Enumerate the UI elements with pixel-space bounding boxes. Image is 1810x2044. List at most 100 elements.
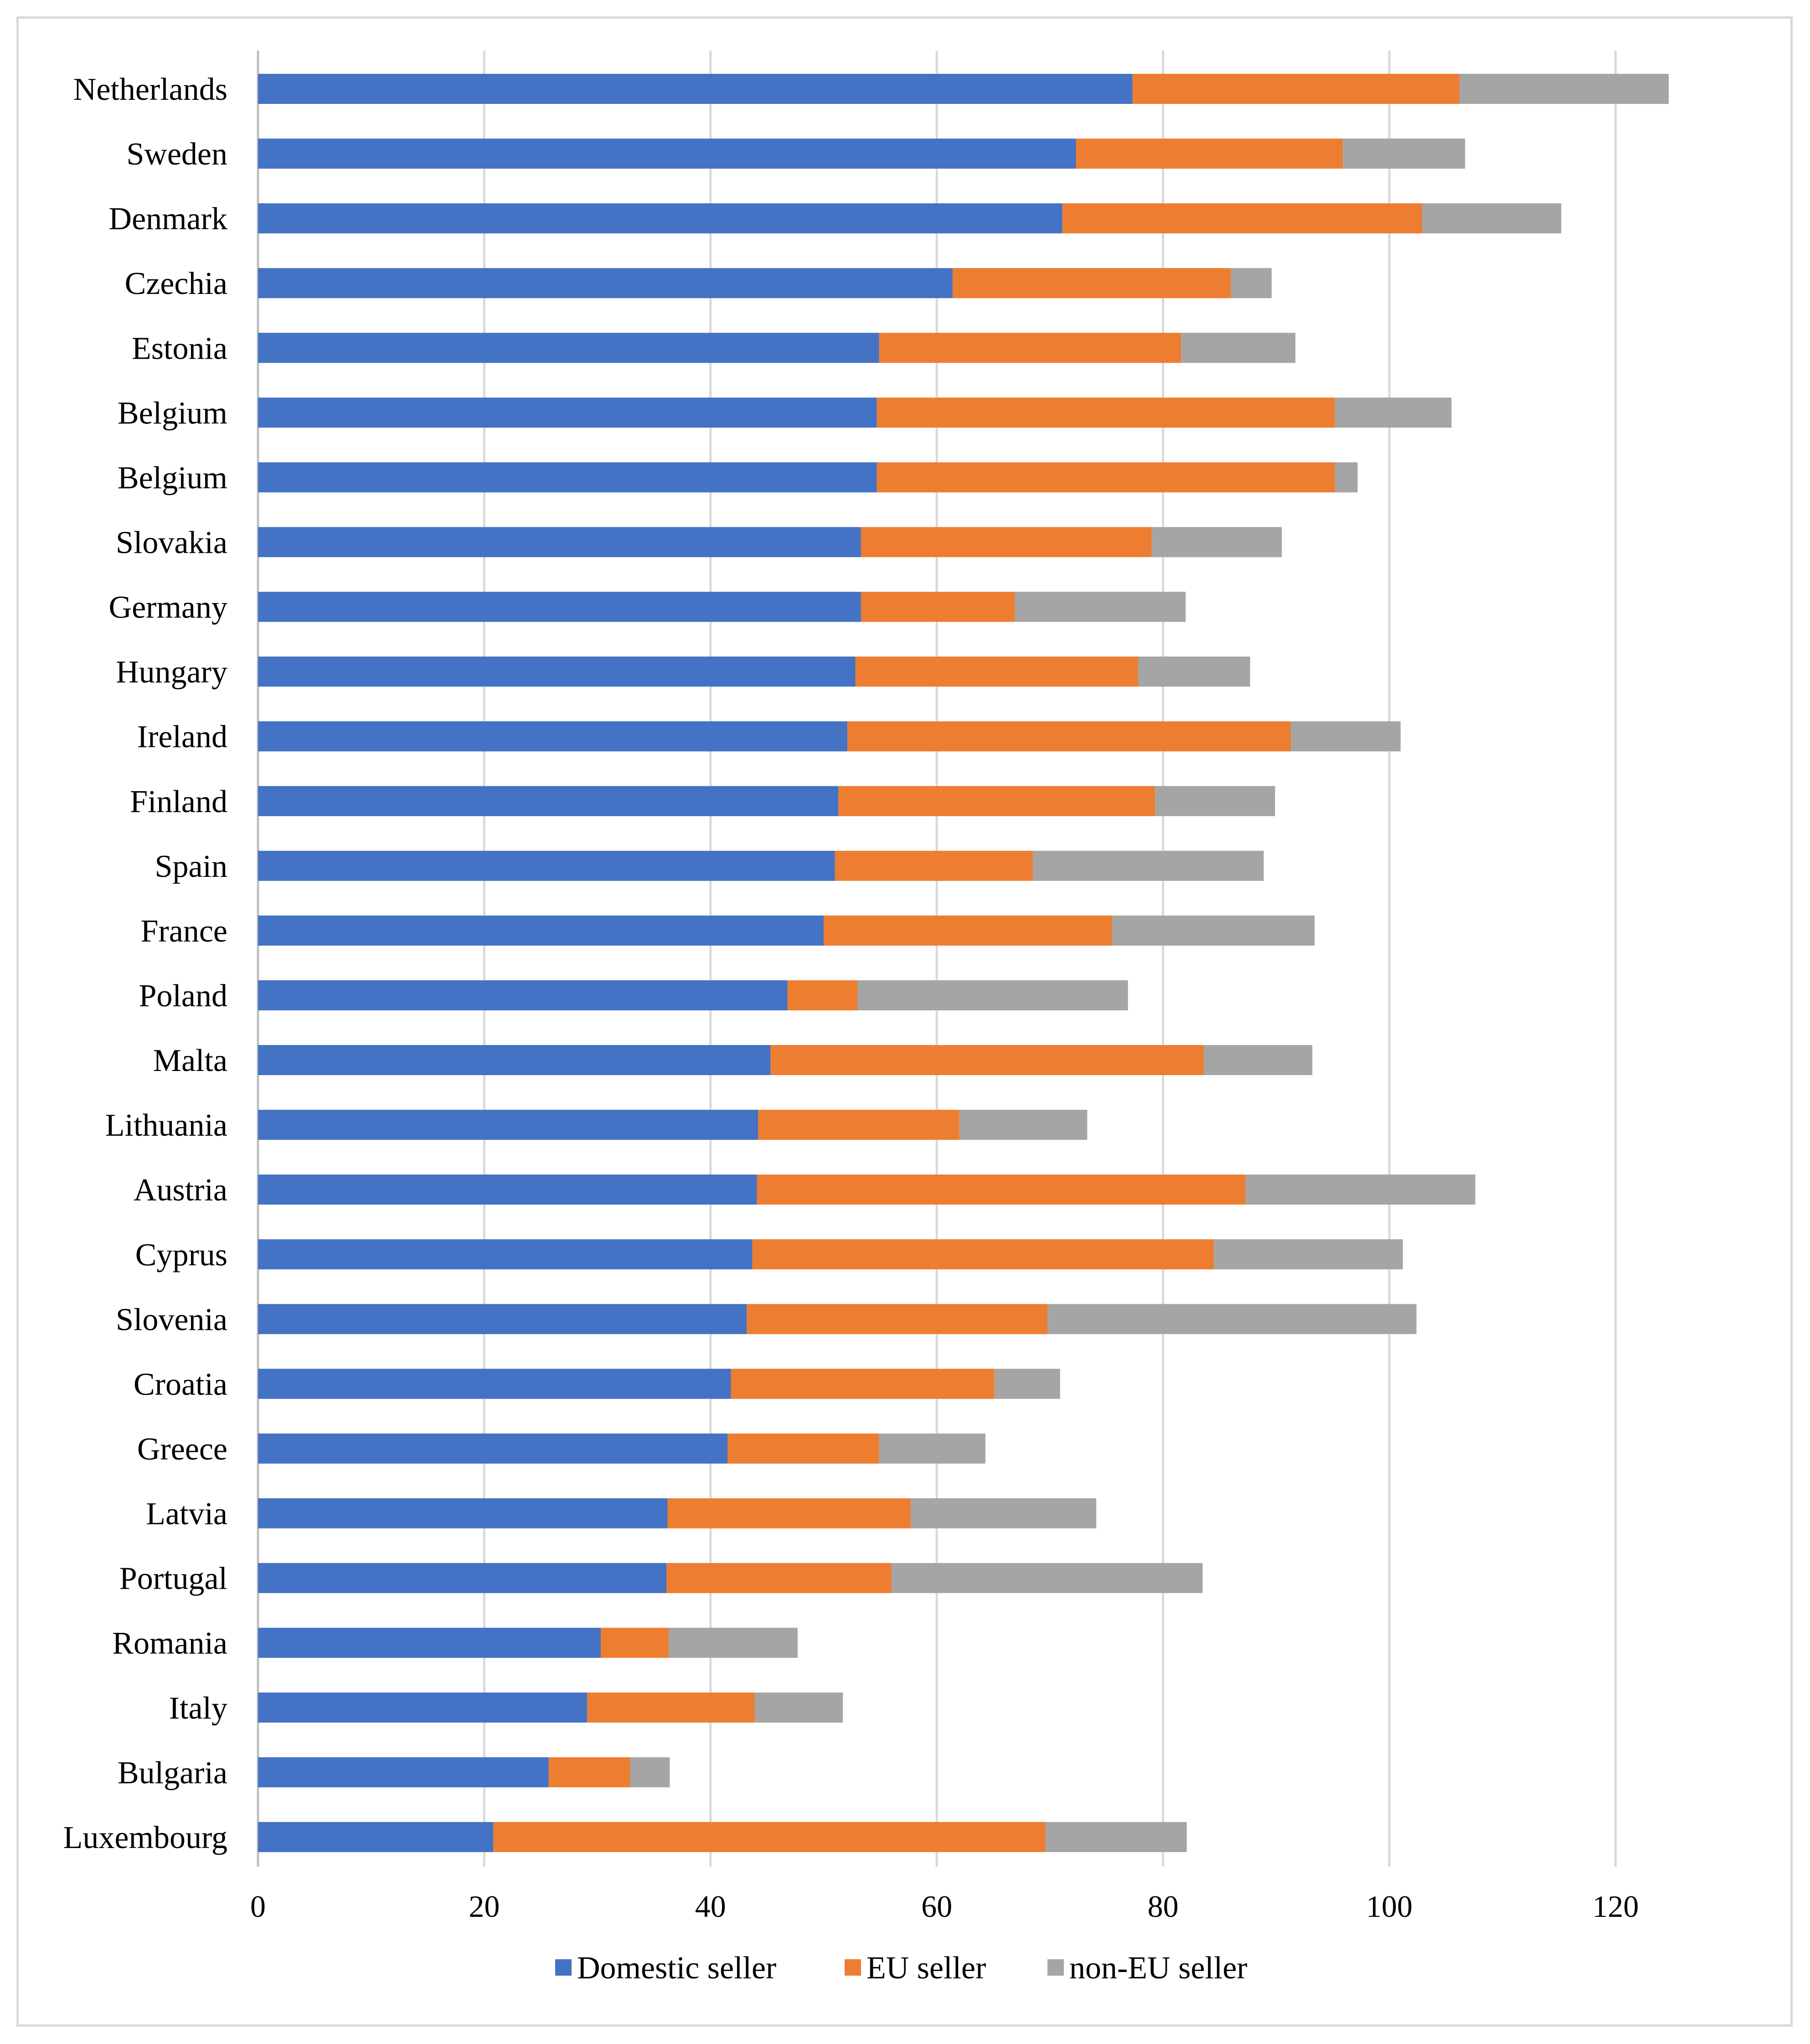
category-label: Netherlands bbox=[73, 72, 227, 107]
legend-swatch-eu-seller bbox=[845, 1959, 861, 1976]
bar-belgium-non-eu-seller bbox=[1335, 462, 1358, 493]
bar-slovakia-domestic-seller bbox=[258, 527, 861, 557]
bar-ireland-domestic-seller bbox=[258, 721, 848, 752]
bar-luxembourg-domestic-seller bbox=[258, 1822, 494, 1852]
bar-cyprus-domestic-seller bbox=[258, 1239, 753, 1270]
category-label: Luxembourg bbox=[63, 1820, 227, 1855]
bar-poland-non-eu-seller bbox=[857, 980, 1128, 1010]
bar-spain-non-eu-seller bbox=[1033, 850, 1264, 881]
bar-finland-eu-seller bbox=[838, 786, 1155, 816]
bar-italy-non-eu-seller bbox=[754, 1692, 843, 1723]
x-tick-label-60: 60 bbox=[921, 1889, 952, 1924]
bar-germany-non-eu-seller bbox=[1015, 592, 1186, 622]
category-label: France bbox=[141, 914, 227, 949]
bar-france-non-eu-seller bbox=[1112, 915, 1315, 946]
category-label: Slovakia bbox=[116, 525, 227, 560]
bar-austria-non-eu-seller bbox=[1245, 1174, 1475, 1205]
bar-luxembourg-non-eu-seller bbox=[1045, 1822, 1187, 1852]
x-tick-label-40: 40 bbox=[695, 1889, 726, 1924]
bar-belgium-domestic-seller bbox=[258, 397, 877, 428]
bar-spain-domestic-seller bbox=[258, 850, 835, 881]
category-label: Portugal bbox=[119, 1561, 227, 1596]
bar-germany-eu-seller bbox=[861, 592, 1015, 622]
category-label: Finland bbox=[130, 784, 227, 819]
category-label: Belgium bbox=[118, 460, 227, 495]
bar-croatia-non-eu-seller bbox=[994, 1369, 1060, 1399]
bar-estonia-domestic-seller bbox=[258, 333, 879, 363]
legend-label-non-eu-seller: non-EU seller bbox=[1069, 1951, 1248, 1986]
category-label: Poland bbox=[139, 978, 227, 1014]
bar-czechia-eu-seller bbox=[952, 268, 1231, 299]
bar-slovenia-non-eu-seller bbox=[1047, 1304, 1417, 1334]
bar-sweden-domestic-seller bbox=[258, 139, 1076, 169]
bar-spain-eu-seller bbox=[835, 850, 1033, 881]
bar-romania-non-eu-seller bbox=[668, 1627, 798, 1658]
chart-frame: Netherlands Sweden Denmark Czechia Estonia Be… bbox=[16, 16, 1793, 2027]
bar-denmark-eu-seller bbox=[1062, 203, 1422, 234]
category-label: Denmark bbox=[109, 201, 227, 237]
bar-sweden-non-eu-seller bbox=[1343, 139, 1465, 169]
bars bbox=[258, 74, 1669, 1852]
category-label: Greece bbox=[137, 1431, 227, 1467]
category-label: Hungary bbox=[116, 655, 227, 690]
stacked-bar-chart: Netherlands Sweden Denmark Czechia Estonia Be… bbox=[63, 51, 1669, 1986]
legend-swatch-domestic-seller bbox=[555, 1959, 572, 1976]
x-tick-label-0: 0 bbox=[250, 1889, 266, 1924]
bar-finland-non-eu-seller bbox=[1155, 786, 1275, 816]
bar-belgium-eu-seller bbox=[877, 397, 1335, 428]
category-label: Ireland bbox=[137, 720, 227, 755]
bar-cyprus-non-eu-seller bbox=[1214, 1239, 1403, 1270]
bar-latvia-non-eu-seller bbox=[911, 1498, 1097, 1529]
bar-france-domestic-seller bbox=[258, 915, 824, 946]
category-label: Malta bbox=[153, 1043, 227, 1078]
bar-slovenia-eu-seller bbox=[747, 1304, 1048, 1334]
bar-hungary-domestic-seller bbox=[258, 656, 856, 687]
bar-italy-eu-seller bbox=[587, 1692, 755, 1723]
category-label: Cyprus bbox=[135, 1237, 227, 1272]
bar-denmark-domestic-seller bbox=[258, 203, 1062, 234]
bar-slovakia-non-eu-seller bbox=[1151, 527, 1282, 557]
bar-portugal-non-eu-seller bbox=[891, 1563, 1203, 1593]
bar-bulgaria-eu-seller bbox=[548, 1757, 630, 1787]
bar-latvia-eu-seller bbox=[667, 1498, 911, 1529]
bar-hungary-non-eu-seller bbox=[1138, 656, 1250, 687]
category-label: Lithuania bbox=[105, 1108, 227, 1143]
bar-netherlands-eu-seller bbox=[1132, 74, 1459, 104]
bar-slovakia-eu-seller bbox=[861, 527, 1152, 557]
bar-austria-domestic-seller bbox=[258, 1174, 757, 1205]
bar-sweden-eu-seller bbox=[1076, 139, 1343, 169]
bar-belgium-domestic-seller bbox=[258, 462, 877, 493]
bar-croatia-eu-seller bbox=[731, 1369, 995, 1399]
bar-latvia-domestic-seller bbox=[258, 1498, 668, 1529]
bar-hungary-eu-seller bbox=[855, 656, 1138, 687]
category-label: Austria bbox=[134, 1173, 227, 1208]
bar-ireland-non-eu-seller bbox=[1291, 721, 1401, 752]
legend-swatch-non-eu-seller bbox=[1047, 1959, 1064, 1976]
bar-greece-non-eu-seller bbox=[879, 1433, 985, 1464]
bar-bulgaria-non-eu-seller bbox=[630, 1757, 670, 1787]
bar-romania-eu-seller bbox=[601, 1627, 669, 1658]
category-label: Sweden bbox=[126, 137, 227, 172]
category-label: Slovenia bbox=[116, 1302, 227, 1337]
bar-ireland-eu-seller bbox=[847, 721, 1291, 752]
bar-poland-eu-seller bbox=[787, 980, 858, 1010]
category-label: Bulgaria bbox=[118, 1756, 227, 1791]
bar-greece-domestic-seller bbox=[258, 1433, 728, 1464]
bar-estonia-eu-seller bbox=[879, 333, 1181, 363]
bar-lithuania-non-eu-seller bbox=[959, 1110, 1088, 1140]
category-label: Italy bbox=[169, 1691, 227, 1726]
category-label: Czechia bbox=[125, 266, 227, 301]
bar-cyprus-eu-seller bbox=[752, 1239, 1214, 1270]
bar-denmark-non-eu-seller bbox=[1422, 203, 1562, 234]
x-tick-labels: 0 20 40 60 80 100 120 bbox=[250, 1889, 1639, 1924]
bar-malta-non-eu-seller bbox=[1203, 1045, 1313, 1076]
bar-austria-eu-seller bbox=[757, 1174, 1246, 1205]
bar-luxembourg-eu-seller bbox=[493, 1822, 1046, 1852]
bar-bulgaria-domestic-seller bbox=[258, 1757, 549, 1787]
bar-malta-eu-seller bbox=[770, 1045, 1204, 1076]
bar-netherlands-non-eu-seller bbox=[1459, 74, 1669, 104]
bar-netherlands-domestic-seller bbox=[258, 74, 1133, 104]
x-tick-label-80: 80 bbox=[1148, 1889, 1179, 1924]
bar-estonia-non-eu-seller bbox=[1181, 333, 1295, 363]
gridlines bbox=[257, 51, 1617, 1867]
